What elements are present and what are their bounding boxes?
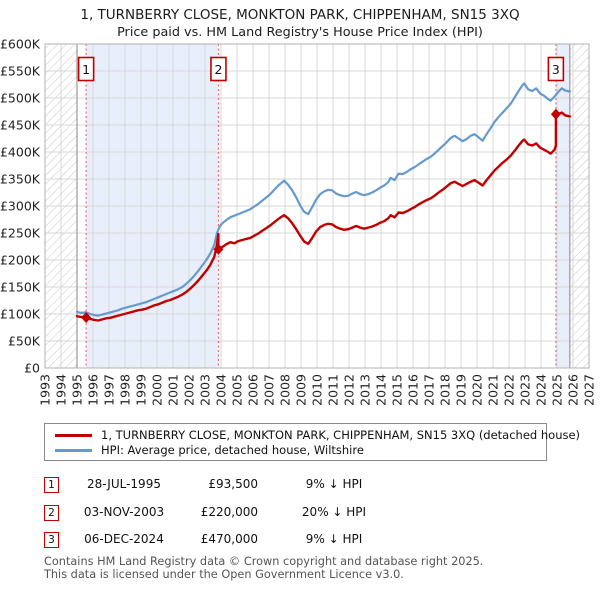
svg-text:2017: 2017	[422, 374, 437, 406]
svg-text:1998: 1998	[118, 374, 133, 406]
svg-text:1995: 1995	[70, 374, 85, 406]
sale-diamond-markers	[81, 108, 561, 324]
page-subtitle: Price paid vs. HM Land Registry's House …	[117, 25, 483, 40]
svg-text:2019: 2019	[454, 374, 469, 406]
svg-text:2004: 2004	[214, 374, 229, 406]
sale-2-number-badge: 2	[44, 505, 59, 521]
sale-3-number-badge: 3	[44, 532, 59, 548]
svg-text:2026: 2026	[566, 374, 581, 406]
svg-text:2012: 2012	[342, 374, 357, 406]
svg-text:2022: 2022	[502, 374, 517, 406]
svg-text:2014: 2014	[374, 374, 389, 406]
sale-3-price: £470,000	[200, 532, 258, 546]
chart-plot-border	[44, 43, 590, 369]
sale-2-date: 03-NOV-2003	[83, 505, 165, 519]
svg-text:2016: 2016	[406, 374, 421, 406]
svg-text:2007: 2007	[262, 374, 277, 406]
copyright-line-2: This data is licensed under the Open Gov…	[44, 567, 404, 581]
legend: 1, TURNBERRY CLOSE, MONKTON PARK, CHIPPE…	[44, 423, 580, 461]
svg-text:2: 2	[214, 62, 222, 77]
property-line-swatch	[55, 434, 92, 437]
svg-text:2021: 2021	[486, 374, 501, 406]
svg-text:2024: 2024	[534, 374, 549, 406]
sale-1-number-badge: 1	[44, 477, 59, 493]
svg-text:£350K: £350K	[0, 172, 41, 187]
legend-row-hpi: HPI: Average price, detached house, Wilt…	[55, 443, 546, 458]
sale-1-date: 28-JUL-1995	[87, 477, 161, 491]
legend-row-property: 1, TURNBERRY CLOSE, MONKTON PARK, CHIPPE…	[55, 428, 580, 443]
y-axis-labels: £0 £50K £100K £150K £200K £250K £300K £350K £400…	[0, 37, 41, 376]
svg-text:2010: 2010	[310, 374, 325, 406]
svg-text:£600K: £600K	[0, 37, 41, 52]
svg-text:£250K: £250K	[0, 226, 41, 241]
svg-text:1994: 1994	[54, 374, 69, 406]
svg-text:£550K: £550K	[0, 64, 41, 79]
svg-text:2000: 2000	[150, 374, 165, 406]
svg-text:2005: 2005	[230, 374, 245, 406]
svg-text:2013: 2013	[358, 374, 373, 406]
svg-text:2023: 2023	[518, 374, 533, 406]
sale-number-labels: 1 2 3	[77, 56, 565, 82]
sale-3-vs-hpi: 9% ↓ HPI	[305, 532, 363, 546]
svg-text:£150K: £150K	[0, 280, 41, 295]
svg-text:2009: 2009	[294, 374, 309, 406]
x-axis-labels: 1993 1994 1995 1996 1997 1998 1999 2000 2001 2002…	[38, 374, 597, 406]
svg-text:1999: 1999	[134, 374, 149, 406]
svg-text:2011: 2011	[326, 374, 341, 406]
svg-text:£450K: £450K	[0, 118, 41, 133]
svg-text:2020: 2020	[470, 374, 485, 406]
copyright-footer: Contains HM Land Registry data © Crown c…	[44, 555, 484, 581]
svg-text:1993: 1993	[38, 374, 53, 406]
property-price-line	[75, 111, 571, 322]
svg-text:2003: 2003	[198, 374, 213, 406]
legend-property-label: 1, TURNBERRY CLOSE, MONKTON PARK, CHIPPE…	[101, 428, 581, 442]
sale-1-vs-hpi: 9% ↓ HPI	[305, 477, 363, 491]
hpi-line-swatch	[55, 449, 92, 452]
sale-2-price: £220,000	[200, 505, 258, 519]
svg-text:1: 1	[82, 62, 90, 77]
sale-2-vs-hpi: 20% ↓ HPI	[301, 505, 367, 519]
sale-row-1: 1 28-JUL-1995 £93,500 9% ↓ HPI	[44, 477, 464, 494]
svg-text:£0: £0	[24, 361, 40, 376]
svg-text:£200K: £200K	[0, 253, 41, 268]
svg-text:£50K: £50K	[8, 334, 41, 349]
hpi-line	[75, 82, 571, 317]
svg-text:£100K: £100K	[0, 307, 41, 322]
copyright-line-1: Contains HM Land Registry data © Crown c…	[44, 555, 484, 568]
svg-text:3: 3	[552, 62, 560, 77]
svg-text:2001: 2001	[166, 374, 181, 406]
sale-row-3: 3 06-DEC-2024 £470,000 9% ↓ HPI	[44, 532, 464, 549]
svg-text:1996: 1996	[86, 374, 101, 406]
legend-hpi-label: HPI: Average price, detached house, Wilt…	[101, 443, 364, 457]
sale-row-2: 2 03-NOV-2003 £220,000 20% ↓ HPI	[44, 505, 464, 522]
svg-text:2015: 2015	[390, 374, 405, 406]
svg-text:£400K: £400K	[0, 145, 41, 160]
svg-text:1997: 1997	[102, 374, 117, 406]
sale-3-date: 06-DEC-2024	[84, 532, 164, 546]
data-boundary-lines	[76, 44, 571, 368]
svg-text:2027: 2027	[582, 374, 597, 406]
svg-text:£300K: £300K	[0, 199, 41, 214]
svg-text:2008: 2008	[278, 374, 293, 406]
svg-text:£500K: £500K	[0, 91, 41, 106]
svg-text:2018: 2018	[438, 374, 453, 406]
svg-text:2006: 2006	[246, 374, 261, 406]
page-title: 1, TURNBERRY CLOSE, MONKTON PARK, CHIPPE…	[80, 7, 520, 23]
svg-text:2002: 2002	[182, 374, 197, 406]
sale-1-price: £93,500	[208, 477, 258, 491]
svg-text:2025: 2025	[550, 374, 565, 406]
